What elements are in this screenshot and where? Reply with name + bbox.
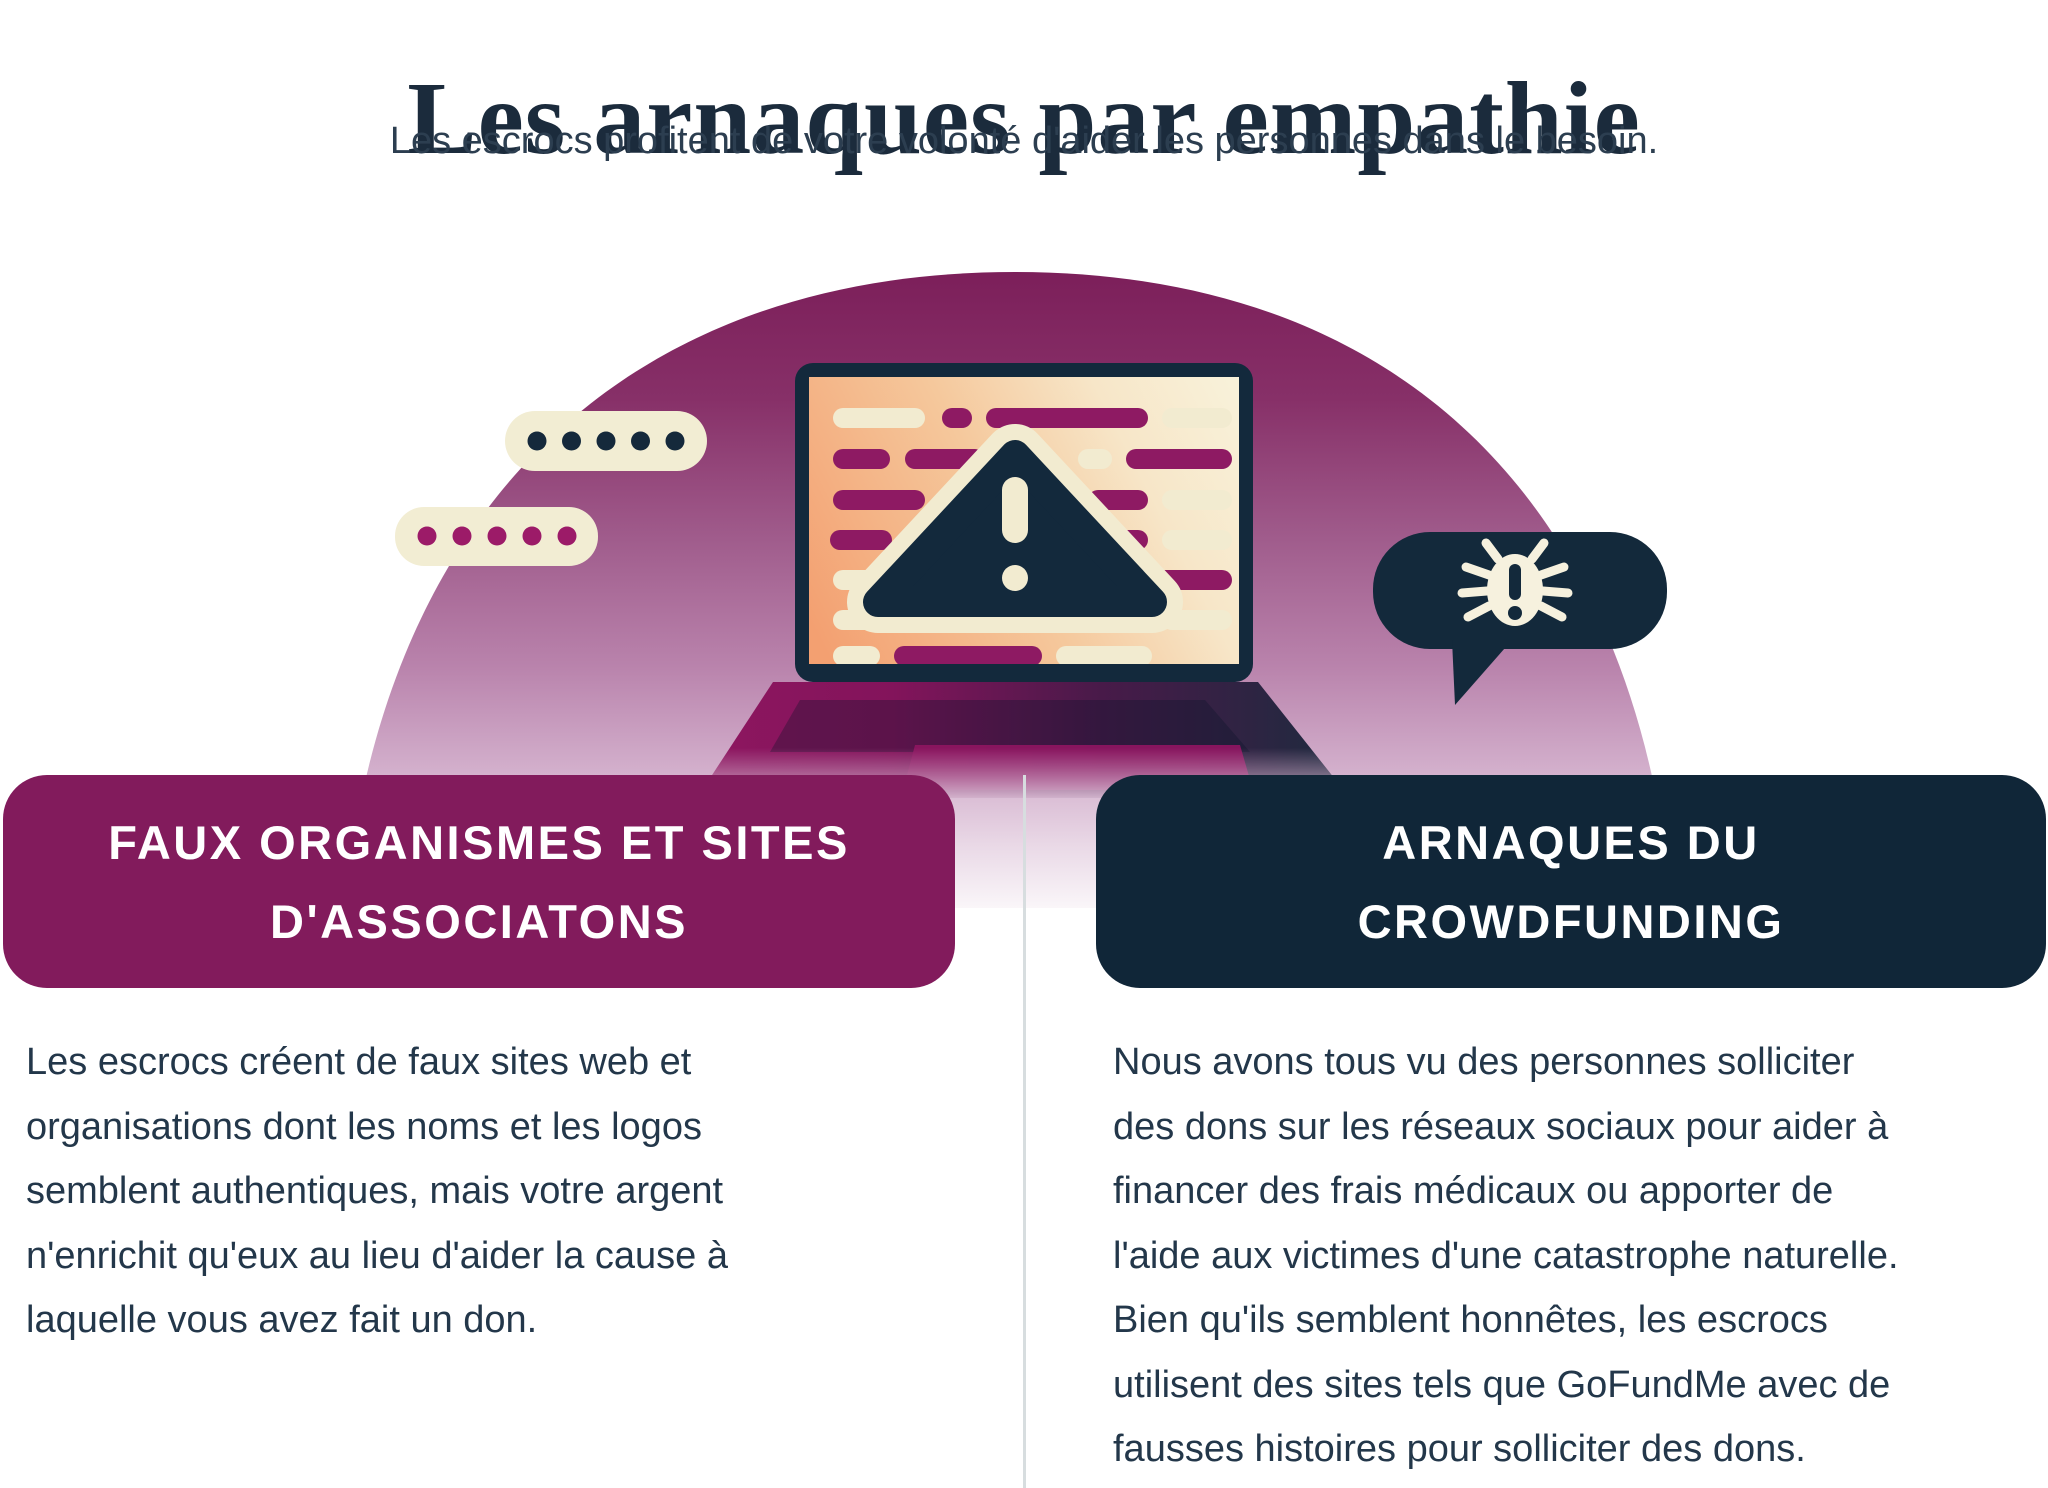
- column-divider: [1023, 775, 1026, 1488]
- card-crowdfunding-heading: ARNAQUES DU CROWDFUNDING: [1357, 815, 1785, 948]
- warning-triangle-icon: [847, 424, 1183, 633]
- page-subtitle: Les escrocs profitent de votre volonté d…: [389, 120, 1659, 162]
- laptop-icon: [795, 363, 1253, 682]
- card-fake-charities: FAUX ORGANISMES ET SITES D'ASSOCIATONS: [3, 775, 955, 988]
- card-crowdfunding: ARNAQUES DU CROWDFUNDING: [1096, 775, 2046, 988]
- password-dots-bubble-icon-top: [505, 411, 707, 471]
- page-title: Les arnaques par empathie: [407, 60, 1641, 176]
- bug-icon: [1457, 538, 1573, 626]
- card-fake-charities-heading: FAUX ORGANISMES ET SITES D'ASSOCIATONS: [108, 815, 850, 948]
- redacted-text-bars: [830, 408, 1232, 664]
- password-dots-bubble-icon-bottom: [395, 507, 598, 566]
- bug-speech-bubble-icon: [1373, 532, 1667, 705]
- crowdfunding-paragraph: Nous avons tous vu des personnes sollici…: [1113, 1041, 1899, 1470]
- fake-charities-paragraph: Les escrocs créent de faux sites web et …: [26, 1041, 728, 1341]
